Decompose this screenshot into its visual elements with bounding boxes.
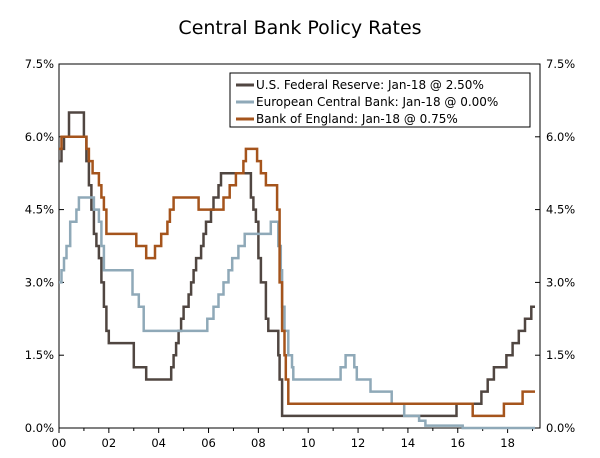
y-tick-label-left: 3.0% bbox=[25, 275, 54, 289]
y-tick-label-right: 4.5% bbox=[546, 203, 575, 217]
y-tick-label-right: 3.0% bbox=[546, 275, 575, 289]
x-tick-label: 16 bbox=[450, 436, 465, 450]
legend-label-0: U.S. Federal Reserve: Jan-18 @ 2.50% bbox=[256, 78, 484, 92]
legend: U.S. Federal Reserve: Jan-18 @ 2.50% Euro… bbox=[229, 72, 531, 128]
series-line-0 bbox=[59, 111, 535, 418]
y-tick-label-left: 0.0% bbox=[25, 421, 54, 435]
legend-box bbox=[229, 72, 531, 128]
y-tick-label-right: 6.0% bbox=[546, 130, 575, 144]
x-tick-label: 10 bbox=[301, 436, 316, 450]
axes: 0.0% 0.0% 1.5% 1.5% 3.0% 3.0% 4.5% 4.5% 6.0% 6.0%… bbox=[25, 57, 576, 450]
x-tick-label: 18 bbox=[500, 436, 515, 450]
x-tick-label: 00 bbox=[52, 436, 67, 450]
series-lines bbox=[59, 111, 535, 430]
y-tick-label-left: 7.5% bbox=[25, 57, 54, 71]
series-line-2 bbox=[59, 135, 535, 418]
y-tick-label-right: 7.5% bbox=[546, 57, 575, 71]
x-tick-label: 06 bbox=[201, 436, 216, 450]
y-tick-label-left: 6.0% bbox=[25, 130, 54, 144]
x-tick-label: 08 bbox=[251, 436, 266, 450]
x-tick-label: 04 bbox=[151, 436, 166, 450]
chart-title: Central Bank Policy Rates bbox=[178, 17, 421, 39]
y-tick-label-left: 4.5% bbox=[25, 203, 54, 217]
series-line-1 bbox=[59, 196, 535, 430]
legend-label-2: Bank of England: Jan-18 @ 0.75% bbox=[256, 112, 458, 126]
legend-label-1: European Central Bank: Jan-18 @ 0.00% bbox=[256, 95, 498, 109]
y-tick-label-left: 1.5% bbox=[25, 348, 54, 362]
x-tick-label: 12 bbox=[351, 436, 366, 450]
x-tick-label: 14 bbox=[401, 436, 416, 450]
plot-area-frame bbox=[58, 63, 541, 429]
y-tick-label-right: 0.0% bbox=[546, 421, 575, 435]
y-tick-label-right: 1.5% bbox=[546, 348, 575, 362]
x-tick-label: 02 bbox=[102, 436, 117, 450]
